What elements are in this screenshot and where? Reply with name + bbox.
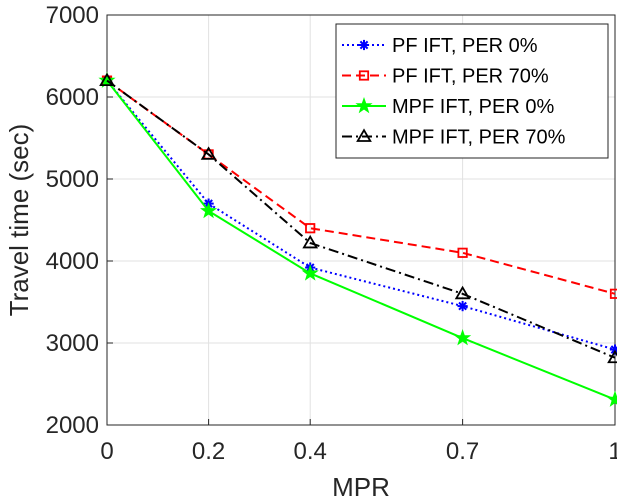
series-line bbox=[106, 79, 616, 359]
legend-label: PF IFT, PER 70% bbox=[392, 66, 549, 88]
y-axis-label: Travel time (sec) bbox=[4, 124, 34, 317]
data-point bbox=[302, 234, 319, 249]
data-point bbox=[99, 72, 115, 86]
legend-label: MPF IFT, PER 0% bbox=[392, 96, 554, 118]
data-point bbox=[457, 301, 468, 312]
x-tick-label: 0 bbox=[100, 438, 113, 465]
data-point bbox=[358, 39, 370, 51]
y-tick-label: 3000 bbox=[46, 330, 99, 357]
data-point bbox=[200, 146, 217, 160]
y-tick-label: 4000 bbox=[46, 248, 99, 275]
data-point bbox=[454, 329, 472, 346]
x-tick-label: 0.2 bbox=[192, 438, 225, 465]
legend-box bbox=[335, 23, 609, 159]
data-point bbox=[305, 223, 316, 234]
data-point bbox=[609, 288, 617, 299]
data-point bbox=[606, 390, 617, 407]
legend: PF IFT, PER 0% PF IFT, PER 70% MPF IFT, PE… bbox=[335, 23, 609, 159]
y-tick-label: 6000 bbox=[46, 84, 99, 111]
legend-item: MPF IFT, PER 0% bbox=[342, 96, 554, 118]
data-point bbox=[98, 71, 116, 88]
data-point bbox=[457, 247, 468, 258]
legend-item: PF IFT, PER 0% bbox=[342, 35, 538, 57]
data-point bbox=[356, 128, 372, 142]
y-tick-label: 7000 bbox=[46, 2, 99, 29]
legend-item: PF IFT, PER 70% bbox=[342, 66, 549, 88]
x-tick-label: 1 bbox=[608, 438, 617, 465]
series-3 bbox=[98, 71, 617, 407]
legend-label: MPF IFT, PER 70% bbox=[392, 127, 566, 149]
legend-label: PF IFT, PER 0% bbox=[392, 35, 538, 57]
plot-area bbox=[106, 14, 616, 426]
x-tick-label: 0.7 bbox=[446, 438, 479, 465]
y-axis: 2000 3000 4000 5000 6000 7000 bbox=[46, 2, 113, 439]
data-point bbox=[301, 264, 319, 281]
series-4 bbox=[99, 72, 617, 364]
data-point bbox=[607, 349, 617, 364]
y-tick-label: 5000 bbox=[46, 166, 99, 193]
data-point bbox=[200, 201, 218, 219]
x-axis-label: MPR bbox=[332, 472, 390, 501]
data-point bbox=[358, 70, 370, 81]
data-point bbox=[454, 285, 471, 300]
x-axis: 0 0.2 0.4 0.7 1 bbox=[100, 419, 617, 465]
series-line bbox=[106, 79, 616, 351]
legend-item: MPF IFT, PER 70% bbox=[342, 127, 566, 149]
x-tick-label: 0.4 bbox=[294, 438, 327, 465]
y-tick-label: 2000 bbox=[46, 412, 99, 439]
data-point bbox=[355, 96, 373, 114]
series-layer bbox=[98, 71, 617, 407]
